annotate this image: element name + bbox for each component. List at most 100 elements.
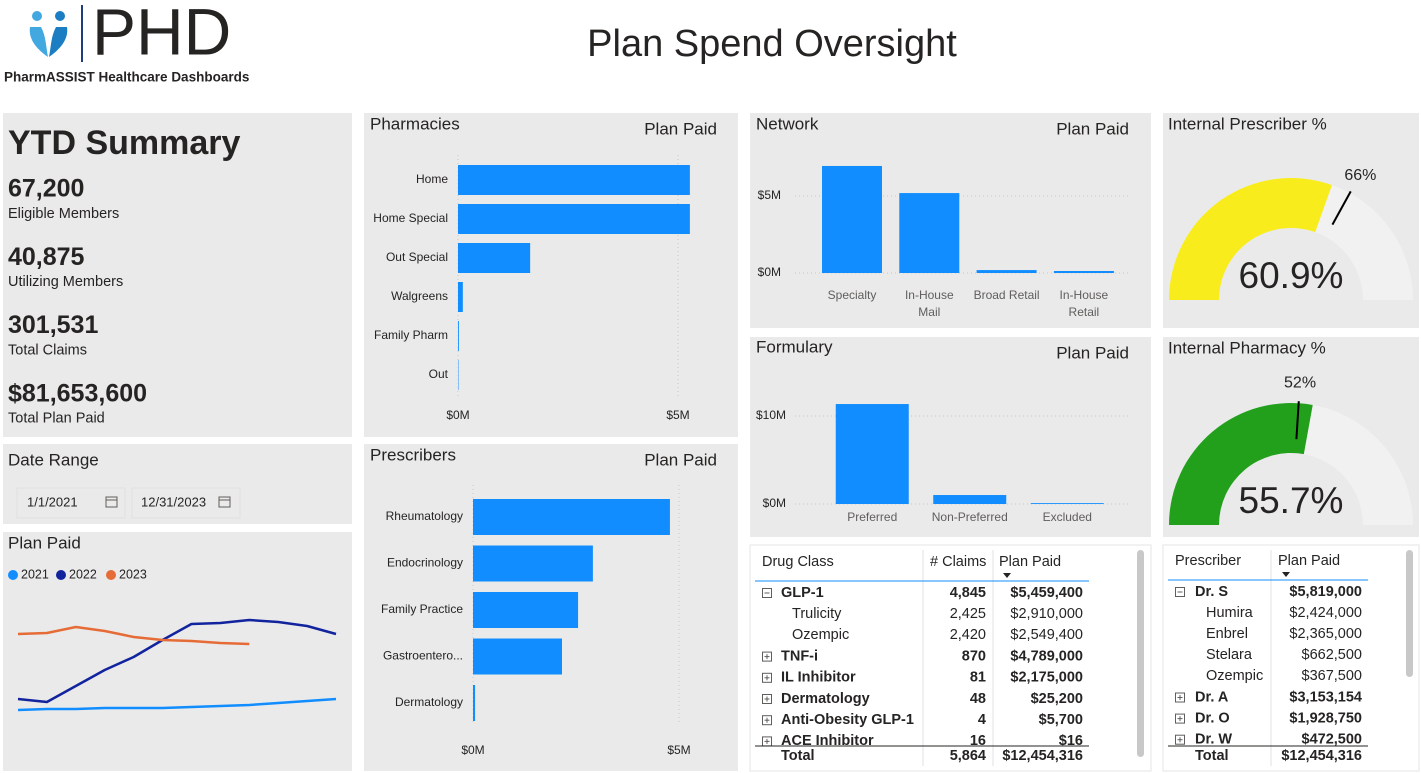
row-label: Stelara — [1206, 647, 1253, 663]
column-header: Drug Class — [762, 554, 834, 570]
bar — [473, 685, 476, 721]
x-tick-label: Broad Retail — [973, 288, 1040, 302]
gauge-title: Internal Prescriber % — [1168, 114, 1327, 133]
logo-shape — [29, 27, 48, 57]
cell-value: $2,424,000 — [1289, 605, 1362, 621]
chart-title: Formulary — [756, 337, 833, 356]
table-body: Dr. S $5,819,000 Humira $2,424,000 Enbrel $2,… — [1175, 584, 1362, 748]
row-label: Ozempic — [792, 627, 849, 643]
panel — [364, 113, 738, 437]
total-value: $12,454,316 — [1002, 748, 1083, 764]
y-tick-label: Home — [416, 172, 448, 186]
chart-title: Prescribers — [370, 445, 456, 464]
column-header: Plan Paid — [1278, 553, 1340, 569]
column-header: # Claims — [930, 554, 986, 570]
gauge-target — [1295, 401, 1300, 440]
column-header: Plan Paid — [999, 554, 1061, 570]
bar — [899, 193, 960, 273]
date-input — [16, 487, 126, 519]
table-body: GLP-1 4,845 $5,459,400 Trulicity 2,425 $2,910… — [762, 585, 1083, 749]
row-label: GLP-1 — [781, 585, 824, 601]
row-label: Enbrel — [1206, 626, 1248, 642]
legend-label: 2023 — [119, 567, 147, 581]
page-title: Plan Spend Oversight — [587, 23, 957, 65]
x-tick-label: $0M — [446, 408, 469, 422]
cell-value: $662,500 — [1302, 647, 1362, 663]
total-value: $12,454,316 — [1281, 748, 1362, 764]
x-tick-label: Specialty — [827, 288, 877, 302]
legend-marker — [8, 570, 18, 580]
cell-value: 4,845 — [950, 585, 986, 601]
bar — [1053, 270, 1114, 273]
x-tick-label: In-House Retail — [1059, 288, 1109, 319]
cell-value: $4,789,000 — [1010, 648, 1083, 664]
x-label-box: Specialty — [827, 288, 877, 302]
y-tick-label: Home Special — [373, 211, 448, 225]
x-tick-label: Preferred — [847, 510, 898, 524]
panel — [3, 113, 352, 437]
bar — [976, 270, 1037, 273]
chart-title: Network — [756, 114, 819, 133]
cell-value: $16 — [1059, 733, 1083, 749]
x-tick-label: $5M — [667, 743, 690, 757]
line — [17, 625, 250, 646]
logo-icon — [29, 5, 83, 62]
y-tick-label: Rheumatology — [386, 509, 463, 523]
bar — [473, 638, 562, 675]
cell-value: 2,420 — [950, 627, 986, 643]
panel — [750, 337, 1151, 537]
calendar-icon — [218, 496, 231, 508]
table-panel — [749, 544, 1152, 772]
measure-label: Plan Paid — [644, 119, 717, 138]
y-tick-label: Out Special — [386, 250, 448, 264]
kpi-value: 40,875 — [8, 243, 85, 271]
cell-value: 2,425 — [950, 606, 986, 622]
total-label: Total — [1195, 748, 1229, 764]
cell-value: $5,819,000 — [1289, 584, 1362, 600]
bar — [1030, 503, 1104, 504]
total-value: 5,864 — [950, 748, 986, 764]
row-label: TNF-i — [781, 648, 818, 664]
kpi-value: 67,200 — [8, 175, 84, 203]
logo-dot — [55, 11, 65, 21]
sort-arrow — [1003, 573, 1011, 578]
row-label: Dr. A — [1195, 689, 1229, 705]
cell-value: $367,500 — [1302, 668, 1362, 684]
gauge-title: Internal Pharmacy % — [1168, 338, 1326, 357]
row-label: Anti-Obesity GLP-1 — [781, 712, 914, 728]
gauge-target-label: 52% — [1284, 374, 1316, 391]
x-tick-label: Excluded — [1042, 510, 1092, 524]
cell-value: $1,928,750 — [1289, 710, 1362, 726]
cell-value: $2,175,000 — [1010, 670, 1083, 686]
y-tick-label: Out — [429, 367, 449, 381]
cell-value: $5,459,400 — [1010, 585, 1083, 601]
bar — [473, 545, 593, 582]
y-tick-label: Endocrinology — [387, 556, 463, 570]
cell-value: $472,500 — [1302, 732, 1362, 748]
row-label: ACE Inhibitor — [781, 733, 874, 749]
scrollbar — [1137, 550, 1144, 757]
y-tick-label: Gastroentero... — [383, 649, 463, 663]
x-label-box: Broad Retail — [973, 288, 1040, 302]
measure-label: Plan Paid — [1056, 119, 1129, 138]
y-tick-label: Family Pharm — [374, 328, 448, 342]
bar — [458, 282, 463, 312]
date-value: 12/31/2023 — [141, 494, 206, 509]
logo-dot — [32, 11, 42, 21]
cell-value: $2,365,000 — [1289, 626, 1362, 642]
x-tick-label: Non-Preferred — [931, 510, 1008, 524]
row-label: Ozempic — [1206, 668, 1263, 684]
cell-value: 16 — [970, 733, 986, 749]
cell-value: 48 — [970, 691, 986, 707]
y-tick-label: $0M — [758, 265, 781, 279]
kpi-value: 301,531 — [8, 311, 98, 339]
panel — [3, 532, 352, 771]
bar — [458, 165, 690, 195]
y-tick-label: $5M — [758, 188, 781, 202]
x-tick-label: $5M — [666, 408, 689, 422]
bar — [822, 165, 882, 273]
x-tick-label: In-House Mail — [904, 288, 954, 319]
kpi-label: Total Claims — [8, 342, 87, 358]
total-label: Total — [781, 748, 815, 764]
line — [17, 697, 337, 712]
